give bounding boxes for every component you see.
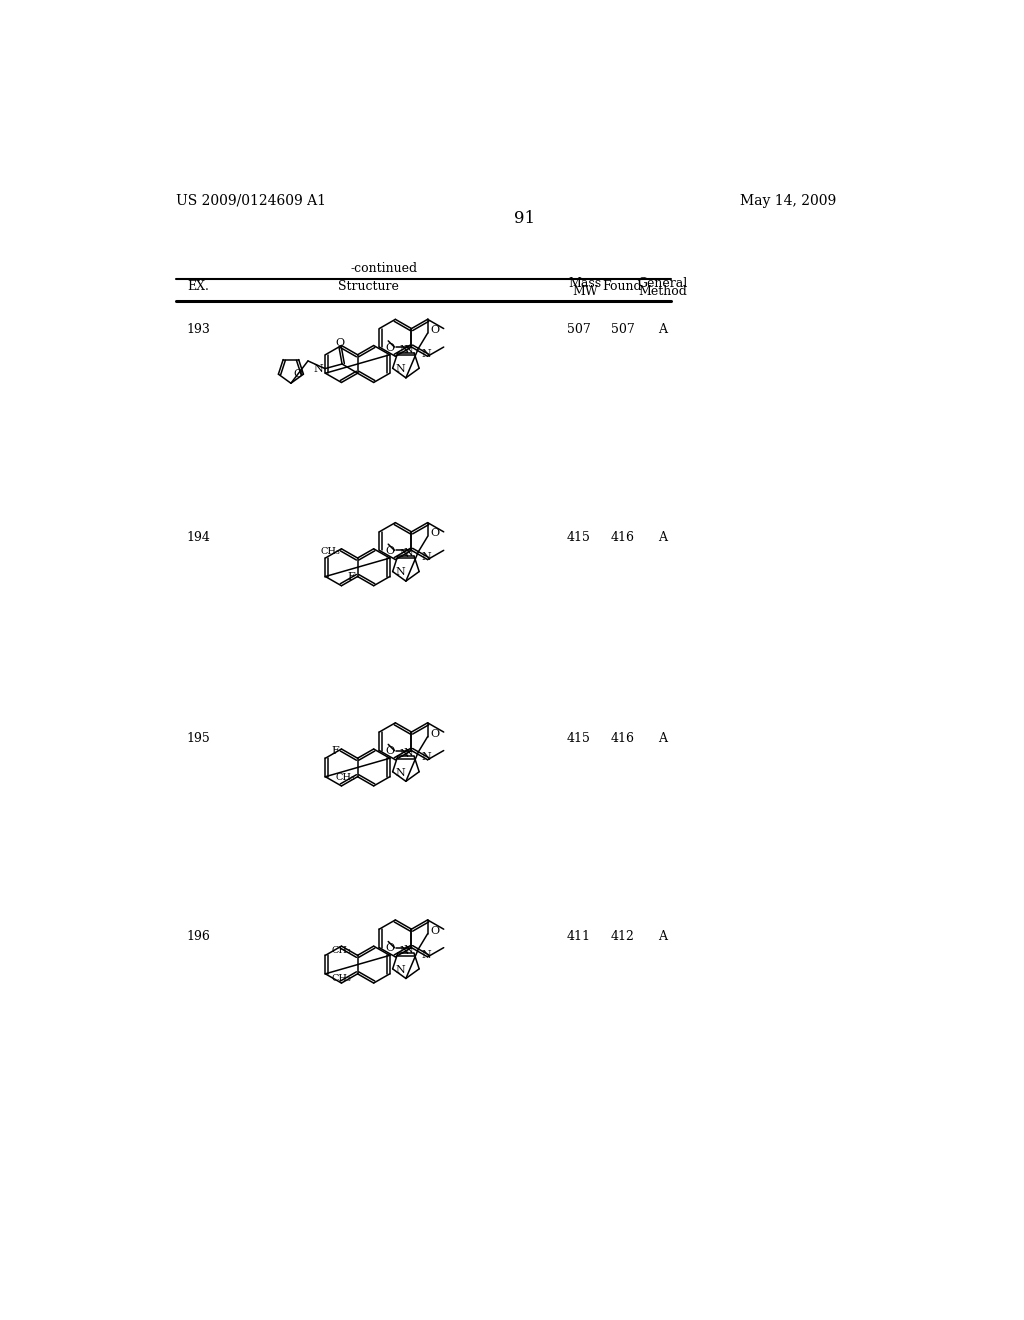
Text: 416: 416: [610, 733, 635, 746]
Text: Found: Found: [603, 280, 642, 293]
Text: N: N: [422, 752, 432, 763]
Text: O: O: [385, 546, 394, 556]
Text: 507: 507: [567, 323, 591, 335]
Text: 416: 416: [610, 531, 635, 544]
Text: N: N: [399, 946, 409, 956]
Text: N: N: [422, 552, 432, 562]
Text: 415: 415: [567, 531, 591, 544]
Text: O: O: [430, 325, 439, 335]
Text: N: N: [313, 364, 324, 375]
Text: O: O: [385, 746, 394, 756]
Text: N: N: [395, 767, 406, 777]
Text: A: A: [658, 929, 668, 942]
Text: O: O: [385, 343, 394, 352]
Text: O: O: [385, 944, 394, 953]
Text: May 14, 2009: May 14, 2009: [740, 194, 837, 207]
Text: Mass: Mass: [568, 277, 602, 290]
Text: O: O: [294, 370, 303, 379]
Text: N: N: [403, 345, 414, 355]
Text: N: N: [395, 364, 406, 374]
Text: EX.: EX.: [187, 280, 209, 293]
Text: -continued: -continued: [350, 261, 418, 275]
Text: N: N: [399, 549, 409, 558]
Text: US 2009/0124609 A1: US 2009/0124609 A1: [176, 194, 326, 207]
Text: N: N: [422, 949, 432, 960]
Text: 194: 194: [187, 531, 211, 544]
Text: N: N: [399, 346, 409, 355]
Text: General: General: [638, 277, 688, 290]
Text: A: A: [658, 323, 668, 335]
Text: N: N: [403, 548, 414, 558]
Text: Structure: Structure: [338, 280, 398, 293]
Text: MW: MW: [572, 285, 598, 298]
Text: O: O: [430, 729, 439, 739]
Text: CH₃: CH₃: [321, 546, 340, 556]
Text: N: N: [395, 965, 406, 974]
Text: 415: 415: [567, 733, 591, 746]
Text: O: O: [335, 338, 344, 348]
Text: 411: 411: [567, 929, 591, 942]
Text: O: O: [430, 925, 439, 936]
Text: 193: 193: [187, 323, 211, 335]
Text: A: A: [658, 733, 668, 746]
Text: N: N: [395, 568, 406, 577]
Text: 507: 507: [610, 323, 634, 335]
Text: CH₃: CH₃: [332, 946, 351, 956]
Text: A: A: [658, 531, 668, 544]
Text: 91: 91: [514, 210, 536, 227]
Text: N: N: [422, 348, 432, 359]
Text: 195: 195: [187, 733, 211, 746]
Text: N: N: [399, 748, 409, 759]
Text: N: N: [403, 945, 414, 956]
Text: CH₃: CH₃: [336, 774, 355, 781]
Text: 412: 412: [610, 929, 635, 942]
Text: CH₃: CH₃: [332, 974, 351, 983]
Text: Method: Method: [638, 285, 687, 298]
Text: F: F: [347, 573, 355, 582]
Text: N: N: [403, 748, 414, 758]
Text: 196: 196: [187, 929, 211, 942]
Text: O: O: [430, 528, 439, 539]
Text: F: F: [332, 746, 339, 756]
